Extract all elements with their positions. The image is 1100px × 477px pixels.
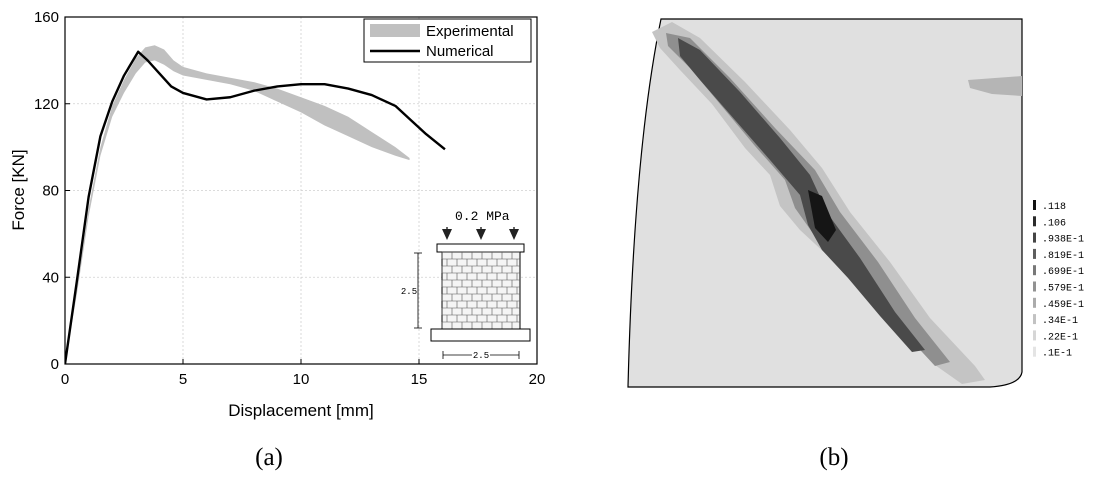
series-layer: [65, 45, 446, 364]
series-numerical-line: [65, 50, 446, 364]
x-tick-label: 10: [293, 371, 310, 388]
colorbar-label: .22E-1: [1042, 332, 1078, 343]
colorbar-swatch: [1033, 346, 1036, 357]
inset-width-label: 2.5: [473, 351, 489, 361]
x-tick-label: 0: [61, 371, 69, 388]
legend-swatch-experimental: [370, 24, 420, 37]
x-tick-label: 5: [179, 371, 187, 388]
shear-band: [652, 22, 985, 384]
colorbar-label: .579E-1: [1042, 284, 1084, 295]
y-tick-label: 80: [42, 183, 59, 200]
masonry-pattern: [441, 251, 520, 329]
load-arrows: [442, 227, 519, 240]
load-arrow-head: [509, 229, 519, 240]
contour-core: [808, 190, 836, 242]
colorbar-swatch: [1033, 248, 1036, 259]
load-arrow-head: [442, 229, 452, 240]
upper-right-contour: [968, 76, 1022, 96]
colorbar-swatch: [1033, 265, 1036, 276]
width-dimension: 2.5: [442, 351, 520, 361]
colorbar-label: .1E-1: [1042, 349, 1072, 360]
panel-a-chart: 0 5 10 15 20 0 40 80 120 160 Displacement [mm] Fo…: [9, 9, 545, 420]
height-dimension: 2.5: [401, 252, 422, 329]
colorbar: .118 .106 .938E-1 .819E-1 .699E-1 .579E-1 .459…: [1033, 200, 1084, 360]
colorbar-swatch: [1033, 297, 1036, 308]
inset-load-label: 0.2 MPa: [455, 209, 510, 224]
caption-b: (b): [819, 444, 848, 471]
wall-body: [441, 251, 521, 330]
colorbar-label: .699E-1: [1042, 267, 1084, 278]
panel-b-contour: .118 .106 .938E-1 .819E-1 .699E-1 .579E-1 .459…: [627, 18, 1084, 388]
x-tick-label: 20: [529, 371, 546, 388]
y-tick-label: 120: [34, 96, 59, 113]
colorbar-label: .34E-1: [1042, 316, 1078, 327]
legend-label-numerical: Numerical: [426, 43, 494, 60]
y-tick-label: 40: [42, 269, 59, 286]
top-beam: [436, 243, 525, 253]
colorbar-swatch: [1033, 200, 1036, 210]
caption-a: (a): [255, 444, 283, 471]
colorbar-label: .819E-1: [1042, 251, 1084, 262]
x-axis-label: Displacement [mm]: [228, 401, 373, 420]
x-tick-label: 15: [411, 371, 428, 388]
tick-layer: 0 5 10 15 20 0 40 80 120 160: [34, 9, 545, 388]
colorbar-label: .106: [1042, 218, 1066, 229]
colorbar-swatch: [1033, 281, 1036, 292]
inset-height-label: 2.5: [401, 287, 417, 297]
base-beam: [430, 328, 531, 342]
legend: Experimental Numerical: [363, 18, 532, 63]
y-tick-label: 0: [51, 356, 59, 373]
legend-label-experimental: Experimental: [426, 23, 514, 40]
inset-wall-diagram: 0.2 MPa 2.5 2.: [401, 209, 531, 361]
colorbar-swatch: [1033, 314, 1036, 325]
load-arrow-head: [476, 229, 486, 240]
colorbar-swatch: [1033, 232, 1036, 243]
colorbar-label: .938E-1: [1042, 235, 1084, 246]
y-axis-label: Force [KN]: [9, 149, 28, 230]
colorbar-label: .459E-1: [1042, 300, 1084, 311]
colorbar-swatch: [1033, 216, 1036, 227]
y-tick-label: 160: [34, 9, 59, 26]
colorbar-swatch: [1033, 330, 1036, 341]
colorbar-label: .118: [1042, 202, 1066, 213]
contour-inner: [678, 38, 925, 352]
